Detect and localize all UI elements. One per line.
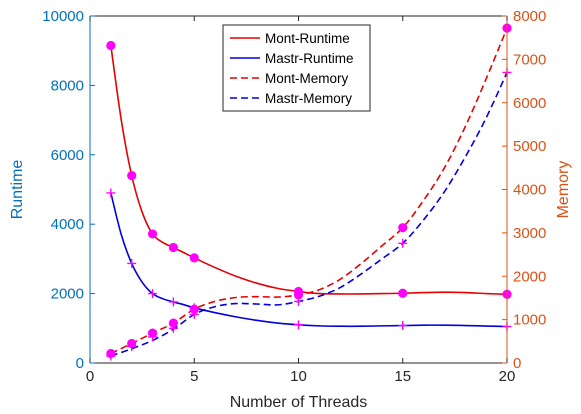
legend-label: Mont-Memory bbox=[265, 71, 349, 86]
legend-label: Mont-Runtime bbox=[265, 31, 350, 46]
x-tick-label: 10 bbox=[290, 368, 307, 385]
data-point-mastr-memory bbox=[127, 342, 137, 352]
y-tick-label-right: 7000 bbox=[513, 51, 546, 68]
y-tick-label-left: 8000 bbox=[51, 77, 84, 94]
data-point-mont-runtime bbox=[127, 171, 137, 181]
y-axis-label-left: Runtime bbox=[9, 160, 26, 220]
axis-ticks: 0 5 10 15 2002000400060008000100000100020003… bbox=[42, 8, 546, 385]
y-axis-label-right: Memory bbox=[555, 161, 572, 219]
data-point-mastr-memory bbox=[168, 323, 178, 333]
y-tick-label-right: 1000 bbox=[513, 312, 546, 329]
data-point-mont-runtime bbox=[147, 229, 158, 239]
y-tick-label-right: 8000 bbox=[513, 8, 546, 25]
data-point-mastr-runtime bbox=[398, 321, 408, 331]
data-point-mont-runtime bbox=[168, 242, 178, 253]
x-tick-label: 5 bbox=[190, 368, 198, 385]
data-point-mont-memory bbox=[189, 304, 199, 314]
x-tick-label: 15 bbox=[394, 368, 411, 385]
y-tick-label-right: 3000 bbox=[513, 225, 546, 242]
y-tick-label-right: 6000 bbox=[513, 95, 546, 112]
y-tick-label-left: 4000 bbox=[51, 216, 84, 233]
data-point-mont-runtime bbox=[398, 288, 408, 298]
series-line-mastr-runtime bbox=[110, 192, 508, 328]
y-tick-label-left: 10000 bbox=[42, 8, 84, 25]
data-point-mastr-memory bbox=[294, 296, 303, 306]
data-point-mastr-runtime bbox=[168, 297, 178, 307]
data-point-mastr-memory bbox=[148, 332, 158, 342]
data-point-mont-memory bbox=[398, 223, 408, 233]
legend-label: Mastr-Memory bbox=[265, 91, 352, 106]
x-axis-label: Number of Threads bbox=[230, 394, 368, 411]
legend: Mont-Runtime Mastr-Runtime Mont-Memory Mast… bbox=[222, 24, 371, 112]
data-point-mastr-runtime bbox=[106, 188, 116, 198]
y-tick-label-right: 4000 bbox=[513, 182, 546, 199]
data-point-mastr-runtime bbox=[294, 320, 303, 330]
data-point-mont-memory bbox=[293, 290, 304, 300]
data-point-mastr-memory bbox=[398, 238, 408, 248]
data-point-mastr-runtime bbox=[127, 258, 137, 268]
y-tick-label-right: 2000 bbox=[513, 268, 546, 285]
x-tick-label: 0 bbox=[86, 368, 94, 385]
legend-label: Mastr-Runtime bbox=[265, 51, 354, 66]
y-tick-label-left: 2000 bbox=[51, 286, 84, 303]
data-point-mastr-memory bbox=[189, 309, 199, 319]
data-point-mont-runtime bbox=[189, 253, 199, 263]
series-line-mastr-memory bbox=[110, 72, 508, 357]
y-tick-label-left: 0 bbox=[76, 355, 84, 372]
data-point-mont-runtime bbox=[106, 40, 116, 51]
data-point-mastr-runtime bbox=[148, 289, 158, 299]
y-tick-label-right: 5000 bbox=[513, 138, 546, 155]
x-tick-label: 20 bbox=[499, 368, 516, 385]
y-tick-label-left: 6000 bbox=[51, 147, 84, 164]
y-tick-label-right: 0 bbox=[513, 355, 521, 372]
data-point-mastr-memory bbox=[106, 351, 116, 361]
legend-box bbox=[222, 24, 371, 112]
data-point-mont-memory bbox=[168, 318, 178, 328]
